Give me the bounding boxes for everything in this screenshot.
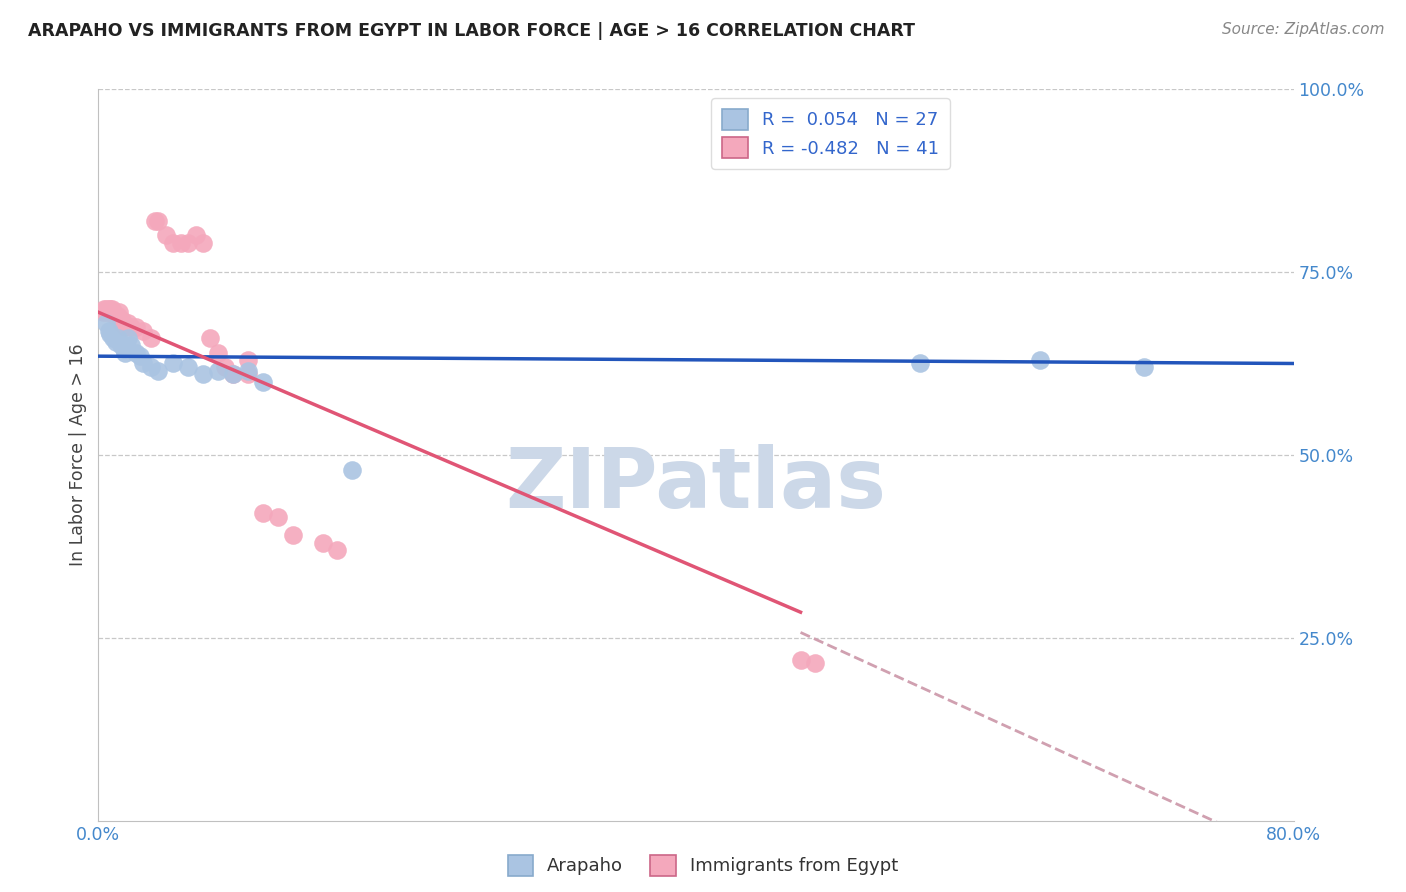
Point	[222, 368, 245, 382]
Point	[103, 305, 125, 319]
Point	[107, 309, 129, 323]
Point	[148, 214, 170, 228]
Point	[162, 356, 184, 371]
Point	[311, 535, 333, 549]
Point	[162, 235, 184, 250]
Point	[111, 312, 134, 326]
Point	[94, 316, 117, 330]
Point	[114, 320, 136, 334]
Point	[94, 301, 117, 316]
Point	[214, 360, 236, 375]
Point	[281, 528, 304, 542]
Legend: R =  0.054   N = 27, R = -0.482   N = 41: R = 0.054 N = 27, R = -0.482 N = 41	[711, 98, 950, 169]
Point	[191, 368, 214, 382]
Point	[184, 228, 207, 243]
Point	[120, 338, 142, 352]
Point	[93, 301, 115, 316]
Point	[117, 316, 139, 330]
Point	[103, 331, 125, 345]
Y-axis label: In Labor Force | Age > 16: In Labor Force | Age > 16	[69, 343, 87, 566]
Point	[129, 349, 152, 363]
Point	[1028, 352, 1050, 367]
Point	[132, 356, 155, 371]
Point	[236, 368, 259, 382]
Point	[908, 356, 931, 371]
Point	[177, 235, 200, 250]
Point	[105, 309, 128, 323]
Point	[97, 324, 120, 338]
Point	[169, 235, 191, 250]
Point	[252, 375, 274, 389]
Point	[200, 331, 222, 345]
Point	[267, 510, 290, 524]
Point	[114, 345, 136, 359]
Point	[148, 364, 170, 378]
Point	[104, 309, 127, 323]
Point	[177, 360, 200, 375]
Point	[1133, 360, 1156, 375]
Point	[117, 331, 139, 345]
Point	[101, 301, 124, 316]
Point	[105, 334, 128, 349]
Point	[107, 331, 129, 345]
Point	[252, 507, 274, 521]
Point	[804, 657, 827, 671]
Point	[155, 228, 177, 243]
Point	[143, 214, 166, 228]
Point	[326, 543, 349, 558]
Point	[96, 305, 118, 319]
Text: ARAPAHO VS IMMIGRANTS FROM EGYPT IN LABOR FORCE | AGE > 16 CORRELATION CHART: ARAPAHO VS IMMIGRANTS FROM EGYPT IN LABO…	[28, 22, 915, 40]
Point	[112, 342, 135, 356]
Point	[97, 301, 120, 316]
Point	[139, 360, 162, 375]
Point	[207, 345, 229, 359]
Point	[110, 316, 132, 330]
Point	[222, 368, 245, 382]
Point	[207, 364, 229, 378]
Point	[108, 305, 131, 319]
Point	[342, 462, 364, 476]
Point	[132, 324, 155, 338]
Point	[139, 331, 162, 345]
Point	[191, 235, 214, 250]
Text: Source: ZipAtlas.com: Source: ZipAtlas.com	[1222, 22, 1385, 37]
Point	[98, 301, 122, 316]
Point	[120, 320, 142, 334]
Text: ZIPatlas: ZIPatlas	[506, 443, 886, 524]
Point	[789, 653, 811, 667]
Point	[236, 364, 259, 378]
Point	[98, 327, 122, 342]
Point	[236, 352, 259, 367]
Point	[125, 320, 148, 334]
Point	[91, 305, 114, 319]
Legend: Arapaho, Immigrants from Egypt: Arapaho, Immigrants from Egypt	[501, 847, 905, 883]
Point	[125, 345, 148, 359]
Point	[110, 338, 132, 352]
